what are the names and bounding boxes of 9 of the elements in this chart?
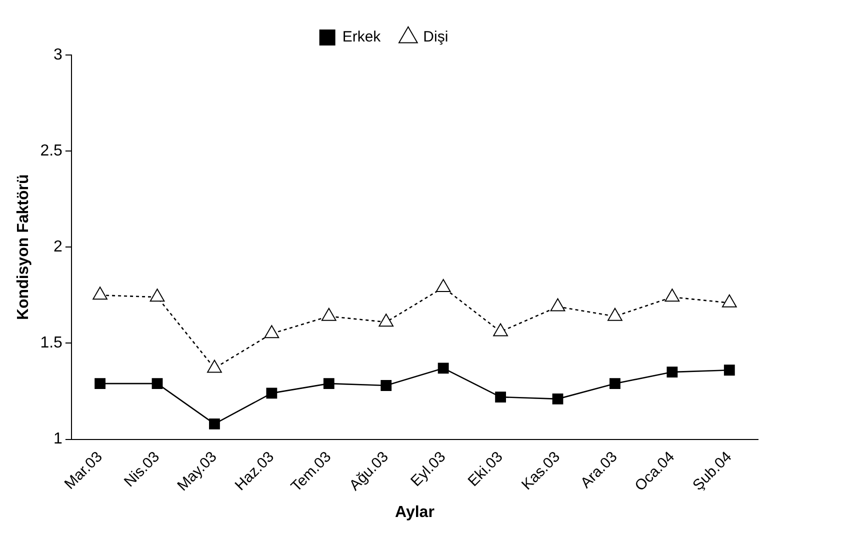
y-axis-title: Kondisyon Faktörü: [15, 174, 32, 320]
legend-label: Dişi: [423, 28, 448, 46]
y-tick-label: 2.5: [40, 142, 63, 160]
legend-label: Erkek: [342, 28, 382, 46]
y-tick-label: 2: [54, 238, 63, 256]
y-tick-label: 3: [54, 46, 63, 64]
y-tick-label: 1.5: [40, 334, 63, 352]
y-tick-label: 1: [54, 430, 63, 448]
x-axis-title: Aylar: [395, 504, 434, 521]
